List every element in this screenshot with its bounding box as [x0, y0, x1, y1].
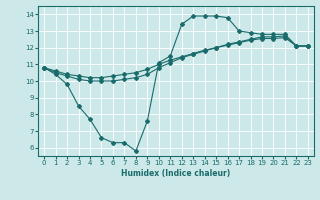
X-axis label: Humidex (Indice chaleur): Humidex (Indice chaleur)	[121, 169, 231, 178]
